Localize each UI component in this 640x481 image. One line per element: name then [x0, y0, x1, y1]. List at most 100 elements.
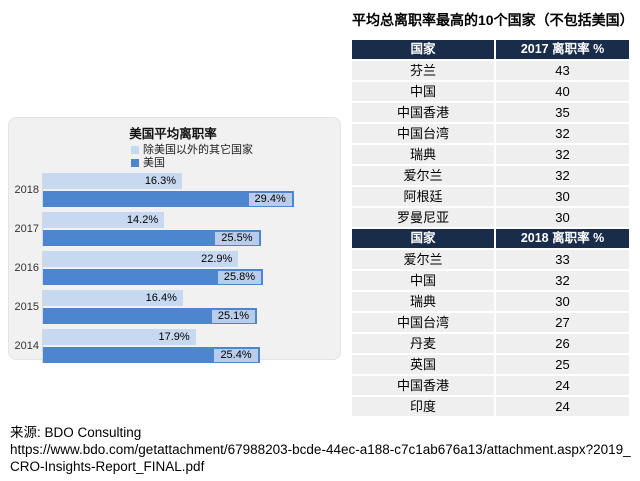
year-axis-label: 2016	[14, 262, 39, 274]
bar-plot: 2018 16.3% 29.4% 2017 14.2% 25.5% 2016 22.9% 25.…	[13, 173, 333, 363]
legend-swatch-icon	[131, 159, 139, 167]
bar-value-label: 17.9%	[158, 331, 190, 343]
table-row: 爱尔兰 33	[352, 250, 629, 269]
rate-cell: 25	[496, 355, 629, 374]
country-cell: 中国	[352, 82, 494, 101]
source-label: 来源: BDO Consulting	[10, 425, 142, 440]
bar-value-label: 16.3%	[144, 175, 177, 187]
rate-cell: 30	[496, 187, 629, 206]
rate-cell: 24	[496, 376, 629, 395]
year-axis-label: 2018	[14, 184, 39, 196]
bar-pair: 22.9% 25.8%	[42, 251, 333, 285]
year-axis-label: 2014	[14, 340, 39, 352]
year-axis-label: 2015	[14, 301, 39, 313]
legend-item: 除美国以外的其它国家	[131, 144, 333, 156]
bar-value-label: 14.2%	[126, 214, 159, 226]
bar-other-countries: 22.9%	[43, 251, 239, 267]
country-cell: 中国香港	[352, 376, 494, 395]
bar-pair: 16.4% 25.1%	[42, 290, 333, 324]
rate-cell: 27	[496, 313, 629, 332]
rate-cell: 32	[496, 124, 629, 143]
country-cell: 中国台湾	[352, 313, 494, 332]
table-header-cell: 国家	[352, 229, 494, 248]
rate-cell: 24	[496, 397, 629, 416]
bar-other-countries: 16.4%	[43, 290, 183, 306]
table-header-row: 国家 2017 离职率 %	[352, 40, 629, 59]
table-header-cell: 国家	[352, 40, 494, 59]
chart-legend: 除美国以外的其它国家 美国	[131, 144, 333, 169]
table-row: 芬兰 43	[352, 61, 629, 80]
country-cell: 中国台湾	[352, 124, 494, 143]
table-row: 瑞典 32	[352, 145, 629, 164]
country-cell: 丹麦	[352, 334, 494, 353]
rate-cell: 40	[496, 82, 629, 101]
country-cell: 中国香港	[352, 103, 494, 122]
bar-us: 25.5%	[43, 230, 261, 246]
bar-us: 25.1%	[43, 308, 258, 324]
table-row: 罗曼尼亚 30	[352, 208, 629, 227]
legend-label: 美国	[143, 157, 165, 169]
legend-swatch-icon	[131, 146, 139, 154]
bar-other-countries: 14.2%	[43, 212, 165, 228]
year-group: 2015 16.4% 25.1%	[13, 290, 333, 324]
country-cell: 瑞典	[352, 292, 494, 311]
table-row: 中国 32	[352, 271, 629, 290]
us-average-turnover-chart: 美国平均离职率 除美国以外的其它国家 美国 2018 16.3% 29.4% 2017 1…	[8, 117, 341, 363]
top10-countries-table: 平均总离职率最高的10个国家（不包括美国） 国家 2017 离职率 % 芬兰 43 中国…	[352, 10, 634, 418]
bar-value-label: 25.8%	[217, 270, 262, 284]
legend-item: 美国	[131, 157, 333, 169]
country-cell: 英国	[352, 355, 494, 374]
chart-title: 美国平均离职率	[129, 127, 217, 141]
bar-us: 25.4%	[43, 347, 260, 363]
bar-value-label: 22.9%	[201, 253, 233, 265]
rate-cell: 26	[496, 334, 629, 353]
country-cell: 印度	[352, 397, 494, 416]
table-header-cell: 2018 离职率 %	[496, 229, 629, 248]
year-group: 2014 17.9% 25.4%	[13, 329, 333, 363]
turnover-table: 国家 2017 离职率 % 芬兰 43 中国 40 中国香港 35 中国台湾 32 瑞典 32 爱尔兰 3…	[352, 40, 629, 416]
bar-value-label: 29.4%	[248, 192, 292, 206]
rate-cell: 35	[496, 103, 629, 122]
bar-other-countries: 16.3%	[43, 173, 183, 189]
country-cell: 爱尔兰	[352, 250, 494, 269]
table-row: 中国台湾 32	[352, 124, 629, 143]
bar-value-label: 25.5%	[215, 231, 259, 245]
legend-label: 除美国以外的其它国家	[143, 144, 253, 156]
rate-cell: 33	[496, 250, 629, 269]
table-row: 阿根廷 30	[352, 187, 629, 206]
bar-pair: 17.9% 25.4%	[42, 329, 333, 363]
rate-cell: 30	[496, 208, 629, 227]
country-cell: 中国	[352, 271, 494, 290]
source-block: 来源: BDO Consulting https://www.bdo.com/g…	[10, 424, 632, 475]
rate-cell: 32	[496, 145, 629, 164]
table-row: 英国 25	[352, 355, 629, 374]
table-row: 印度 24	[352, 397, 629, 416]
year-group: 2016 22.9% 25.8%	[13, 251, 333, 285]
table-row: 中国香港 24	[352, 376, 629, 395]
bar-pair: 16.3% 29.4%	[42, 173, 333, 207]
table-row: 丹麦 26	[352, 334, 629, 353]
rate-cell: 32	[496, 271, 629, 290]
table-title: 平均总离职率最高的10个国家（不包括美国）	[352, 12, 634, 28]
rate-cell: 30	[496, 292, 629, 311]
country-cell: 芬兰	[352, 61, 494, 80]
year-axis-label: 2017	[14, 223, 39, 235]
table-row: 中国香港 35	[352, 103, 629, 122]
bar-value-label: 16.4%	[145, 292, 177, 304]
country-cell: 阿根廷	[352, 187, 494, 206]
rate-cell: 32	[496, 166, 629, 185]
year-group: 2017 14.2% 25.5%	[13, 212, 333, 246]
source-url: https://www.bdo.com/getattachment/679882…	[10, 442, 631, 474]
year-group: 2018 16.3% 29.4%	[13, 173, 333, 207]
country-cell: 罗曼尼亚	[352, 208, 494, 227]
table-header-row: 国家 2018 离职率 %	[352, 229, 629, 248]
country-cell: 瑞典	[352, 145, 494, 164]
bar-pair: 14.2% 25.5%	[42, 212, 333, 246]
table-row: 瑞典 30	[352, 292, 629, 311]
table-row: 中国 40	[352, 82, 629, 101]
bar-value-label: 25.4%	[214, 348, 258, 362]
country-cell: 爱尔兰	[352, 166, 494, 185]
rate-cell: 43	[496, 61, 629, 80]
bar-value-label: 25.1%	[211, 309, 256, 323]
